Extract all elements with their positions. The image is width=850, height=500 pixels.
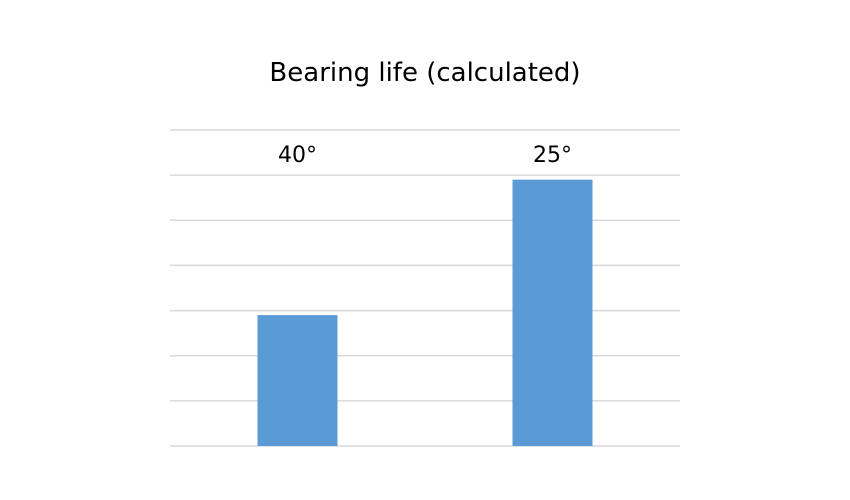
category-label: 40° — [278, 143, 317, 168]
chart-title: Bearing life (calculated) — [269, 58, 581, 88]
category-label: 25° — [533, 143, 572, 168]
bar — [257, 315, 338, 446]
bar — [512, 179, 593, 446]
